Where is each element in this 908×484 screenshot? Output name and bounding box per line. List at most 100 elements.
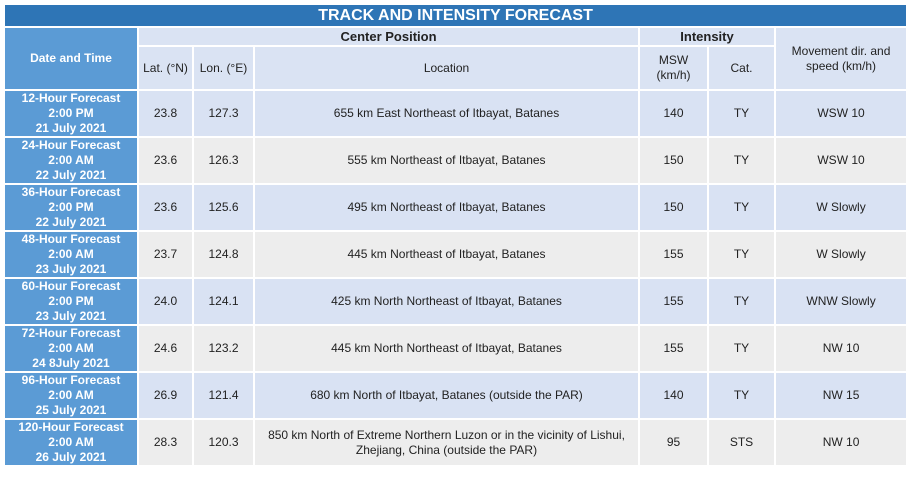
date-time-line: 26 July 2021 bbox=[35, 450, 107, 464]
lon-cell: 125.6 bbox=[192, 183, 255, 232]
header-date-time: Date and Time bbox=[3, 26, 139, 91]
date-time-line: 23 July 2021 bbox=[35, 262, 107, 276]
date-time-line: 120-Hour Forecast bbox=[18, 420, 124, 434]
lat-cell: 24.6 bbox=[137, 324, 194, 373]
movement-cell: NW 10 bbox=[773, 324, 908, 373]
date-time-cell: 12-Hour Forecast 2:00 PM 21 July 2021 bbox=[3, 89, 139, 138]
table-title: TRACK AND INTENSITY FORECAST bbox=[2, 3, 908, 28]
msw-cell: 150 bbox=[638, 183, 709, 232]
cat-cell: TY bbox=[707, 136, 776, 185]
msw-cell: 140 bbox=[638, 371, 709, 420]
date-time-line: 2:00 PM bbox=[48, 106, 94, 120]
lon-cell: 126.3 bbox=[192, 136, 255, 185]
date-time-line: 2:00 AM bbox=[48, 435, 94, 449]
lat-cell: 23.7 bbox=[137, 230, 194, 279]
date-time-line: 25 July 2021 bbox=[35, 403, 107, 417]
date-time-line: 22 July 2021 bbox=[35, 168, 107, 182]
cat-cell: STS bbox=[707, 418, 776, 467]
date-time-cell: 36-Hour Forecast 2:00 PM 22 July 2021 bbox=[3, 183, 139, 232]
date-time-cell: 120-Hour Forecast 2:00 AM 26 July 2021 bbox=[3, 418, 139, 467]
location-cell: 850 km North of Extreme Northern Luzon o… bbox=[253, 418, 640, 467]
lat-cell: 24.0 bbox=[137, 277, 194, 326]
lat-cell: 23.6 bbox=[137, 136, 194, 185]
forecast-row: 36-Hour Forecast 2:00 PM 22 July 2021 23.6 1… bbox=[3, 183, 908, 232]
header-cat: Cat. bbox=[707, 45, 776, 91]
forecast-row: 48-Hour Forecast 2:00 AM 23 July 2021 23.7 1… bbox=[3, 230, 908, 279]
lon-cell: 121.4 bbox=[192, 371, 255, 420]
location-cell: 445 km Northeast of Itbayat, Batanes bbox=[253, 230, 640, 279]
date-time-line: 2:00 PM bbox=[48, 200, 94, 214]
date-time-line: 12-Hour Forecast bbox=[21, 91, 121, 105]
movement-cell: NW 15 bbox=[773, 371, 908, 420]
date-time-line: 22 July 2021 bbox=[35, 215, 107, 229]
forecast-row: 72-Hour Forecast 2:00 AM 24 8July 2021 24.6… bbox=[3, 324, 908, 373]
date-time-cell: 72-Hour Forecast 2:00 AM 24 8July 2021 bbox=[3, 324, 139, 373]
header-center-position: Center Position bbox=[137, 26, 640, 47]
movement-cell: W Slowly bbox=[773, 183, 908, 232]
header-intensity: Intensity bbox=[638, 26, 776, 47]
cat-cell: TY bbox=[707, 324, 776, 373]
movement-cell: WNW Slowly bbox=[773, 277, 908, 326]
date-time-line: 48-Hour Forecast bbox=[21, 232, 121, 246]
header-movement: Movement dir. and speed (km/h) bbox=[773, 26, 908, 91]
date-time-line: 36-Hour Forecast bbox=[21, 185, 121, 199]
date-time-line: 21 July 2021 bbox=[35, 121, 107, 135]
msw-cell: 140 bbox=[638, 89, 709, 138]
lat-cell: 26.9 bbox=[137, 371, 194, 420]
lon-cell: 124.1 bbox=[192, 277, 255, 326]
movement-cell: WSW 10 bbox=[773, 136, 908, 185]
location-cell: 495 km Northeast of Itbayat, Batanes bbox=[253, 183, 640, 232]
cat-cell: TY bbox=[707, 371, 776, 420]
location-cell: 445 km North Northeast of Itbayat, Batan… bbox=[253, 324, 640, 373]
location-cell: 555 km Northeast of Itbayat, Batanes bbox=[253, 136, 640, 185]
movement-cell: WSW 10 bbox=[773, 89, 908, 138]
date-time-cell: 48-Hour Forecast 2:00 AM 23 July 2021 bbox=[3, 230, 139, 279]
lat-cell: 28.3 bbox=[137, 418, 194, 467]
msw-cell: 155 bbox=[638, 324, 709, 373]
location-cell: 655 km East Northeast of Itbayat, Batane… bbox=[253, 89, 640, 138]
date-time-cell: 96-Hour Forecast 2:00 AM 25 July 2021 bbox=[3, 371, 139, 420]
lon-cell: 124.8 bbox=[192, 230, 255, 279]
header-lat: Lat. (°N) bbox=[137, 45, 194, 91]
date-time-line: 2:00 PM bbox=[48, 294, 94, 308]
forecast-row: 24-Hour Forecast 2:00 AM 22 July 2021 23.6 1… bbox=[3, 136, 908, 185]
date-time-line: 2:00 AM bbox=[48, 388, 94, 402]
msw-cell: 150 bbox=[638, 136, 709, 185]
location-cell: 425 km North Northeast of Itbayat, Batan… bbox=[253, 277, 640, 326]
date-time-line: 96-Hour Forecast bbox=[21, 373, 121, 387]
date-time-line: 24 8July 2021 bbox=[32, 356, 110, 370]
header-lon: Lon. (°E) bbox=[192, 45, 255, 91]
cat-cell: TY bbox=[707, 183, 776, 232]
lat-cell: 23.6 bbox=[137, 183, 194, 232]
header-msw: MSW (km/h) bbox=[638, 45, 709, 91]
cat-cell: TY bbox=[707, 89, 776, 138]
date-time-line: 2:00 AM bbox=[48, 153, 94, 167]
lat-cell: 23.8 bbox=[137, 89, 194, 138]
date-time-line: 60-Hour Forecast bbox=[21, 279, 121, 293]
date-time-cell: 60-Hour Forecast 2:00 PM 23 July 2021 bbox=[3, 277, 139, 326]
location-cell: 680 km North of Itbayat, Batanes (outsid… bbox=[253, 371, 640, 420]
forecast-table: TRACK AND INTENSITY FORECAST Date and Ti… bbox=[2, 3, 908, 467]
msw-cell: 95 bbox=[638, 418, 709, 467]
msw-cell: 155 bbox=[638, 230, 709, 279]
cat-cell: TY bbox=[707, 230, 776, 279]
header-location: Location bbox=[253, 45, 640, 91]
date-time-line: 2:00 AM bbox=[48, 247, 94, 261]
date-time-line: 23 July 2021 bbox=[35, 309, 107, 323]
forecast-row: 120-Hour Forecast 2:00 AM 26 July 2021 28.3… bbox=[3, 418, 908, 467]
date-time-line: 24-Hour Forecast bbox=[21, 138, 121, 152]
lon-cell: 127.3 bbox=[192, 89, 255, 138]
cat-cell: TY bbox=[707, 277, 776, 326]
forecast-row: 60-Hour Forecast 2:00 PM 23 July 2021 24.0 1… bbox=[3, 277, 908, 326]
movement-cell: W Slowly bbox=[773, 230, 908, 279]
lon-cell: 120.3 bbox=[192, 418, 255, 467]
date-time-line: 2:00 AM bbox=[48, 341, 94, 355]
forecast-row: 12-Hour Forecast 2:00 PM 21 July 2021 23.8 1… bbox=[3, 89, 908, 138]
date-time-line: 72-Hour Forecast bbox=[21, 326, 121, 340]
movement-cell: NW 10 bbox=[773, 418, 908, 467]
msw-cell: 155 bbox=[638, 277, 709, 326]
forecast-row: 96-Hour Forecast 2:00 AM 25 July 2021 26.9 1… bbox=[3, 371, 908, 420]
lon-cell: 123.2 bbox=[192, 324, 255, 373]
date-time-cell: 24-Hour Forecast 2:00 AM 22 July 2021 bbox=[3, 136, 139, 185]
